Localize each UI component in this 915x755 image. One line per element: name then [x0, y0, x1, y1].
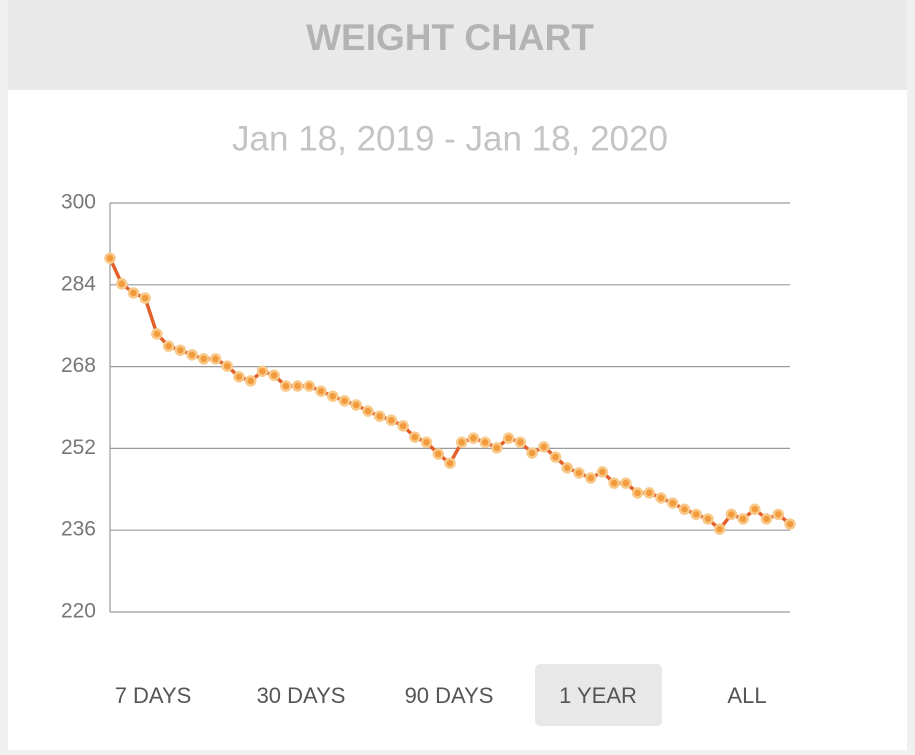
- weight-point: [315, 385, 327, 397]
- weight-point: [655, 492, 667, 504]
- y-tick-label: 252: [61, 436, 96, 459]
- weight-point: [268, 369, 280, 382]
- weight-point: [162, 340, 175, 352]
- y-tick-label: 284: [61, 272, 96, 295]
- card: [8, 90, 907, 750]
- weight-point: [444, 457, 456, 469]
- weight-point: [643, 487, 656, 499]
- plot: 220 236 252 268 284 300: [61, 191, 796, 623]
- weight-point: [713, 523, 726, 535]
- weight-point: [327, 390, 339, 403]
- weight-point: [362, 405, 374, 417]
- weight-point: [420, 436, 433, 449]
- weight-point: [385, 414, 398, 427]
- weight-point: [350, 399, 362, 411]
- weight-point: [291, 380, 304, 392]
- header-title: WEIGHT CHART: [306, 17, 594, 58]
- weight-point: [115, 278, 128, 290]
- y-tick-label: 300: [61, 191, 96, 214]
- weight-point: [725, 508, 738, 521]
- weight-point: [620, 477, 632, 489]
- weight-point: [397, 420, 409, 432]
- weight-point: [690, 508, 702, 521]
- weight-point: [151, 328, 163, 340]
- weight-point: [479, 436, 491, 449]
- weight-point: [256, 365, 269, 377]
- weight-point: [244, 375, 257, 387]
- weight-point: [467, 432, 480, 444]
- weight-point: [573, 467, 585, 479]
- weight-point: [596, 466, 609, 478]
- header-bar: [8, 0, 907, 90]
- weight-point: [280, 380, 292, 392]
- range-button[interactable]: ALL: [727, 683, 766, 708]
- weight-point: [174, 344, 187, 356]
- weight-point: [186, 349, 198, 361]
- weight-point: [549, 451, 562, 463]
- weight-point: [784, 518, 796, 530]
- weight-point: [760, 513, 773, 525]
- range-button[interactable]: 7 DAYS: [115, 683, 192, 708]
- weight-point: [455, 436, 468, 449]
- weight-point: [303, 380, 316, 392]
- weight-point: [198, 353, 210, 365]
- weight-point: [667, 497, 679, 509]
- weight-point: [233, 371, 245, 383]
- range-button[interactable]: 90 DAYS: [405, 683, 494, 708]
- weight-point: [772, 508, 785, 521]
- weight-point: [127, 287, 140, 299]
- y-tick-label: 268: [61, 354, 96, 377]
- y-tick-label: 236: [61, 518, 96, 541]
- weight-point: [749, 503, 761, 515]
- weight-point: [209, 353, 222, 365]
- weight-point: [338, 395, 351, 407]
- y-tick-label: 220: [61, 600, 96, 623]
- range-buttons: 7 DAYS 30 DAYS 90 DAYS 1 YEAR ALL: [115, 664, 767, 726]
- weight-point: [702, 513, 714, 525]
- date-range: Jan 18, 2019 - Jan 18, 2020: [232, 119, 668, 158]
- range-button[interactable]: 30 DAYS: [257, 683, 346, 708]
- weight-point: [221, 360, 233, 372]
- selected-button-bg: [535, 664, 662, 726]
- weight-point: [502, 432, 515, 444]
- range-button[interactable]: 1 YEAR: [559, 683, 637, 708]
- weight-point: [409, 431, 421, 443]
- weight-point: [104, 252, 116, 264]
- weight-point: [631, 487, 644, 499]
- weight-point: [608, 477, 620, 489]
- weight-point: [373, 410, 386, 422]
- weight-point: [737, 513, 749, 525]
- weight-point: [526, 447, 538, 459]
- weight-point: [432, 448, 445, 460]
- weight-point: [139, 292, 151, 304]
- weight-point: [538, 441, 550, 453]
- weight-point: [491, 442, 503, 454]
- weight-point: [678, 503, 691, 515]
- weight-point: [584, 472, 597, 484]
- weight-point: [514, 436, 527, 449]
- weight-point: [561, 462, 573, 474]
